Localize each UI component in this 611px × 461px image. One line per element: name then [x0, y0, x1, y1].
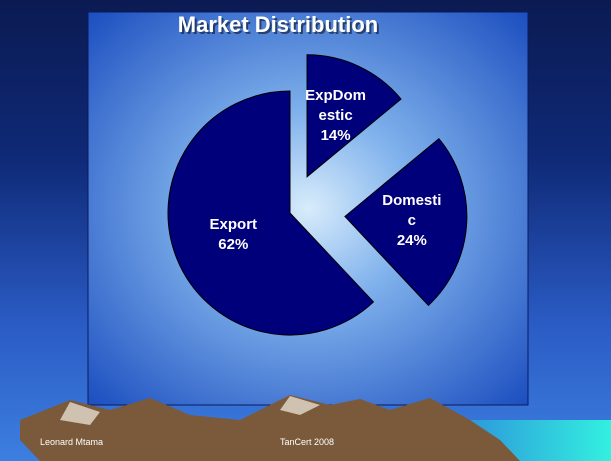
value-label: 24%: [379, 231, 445, 251]
category-label: Domestic: [379, 191, 445, 231]
chart: Market Distribution Market Distribution: [0, 0, 611, 461]
value-label: 62%: [200, 235, 266, 255]
value-label: 14%: [303, 126, 369, 146]
category-label: ExpDomestic: [303, 86, 369, 126]
footer-event: TanCert 2008: [280, 437, 334, 447]
footer-author: Leonard Mtama: [40, 437, 103, 447]
chart-title: Market Distribution: [178, 12, 378, 37]
slide: Market Distribution Market Distribution …: [0, 0, 611, 461]
category-label: Export: [200, 215, 266, 235]
